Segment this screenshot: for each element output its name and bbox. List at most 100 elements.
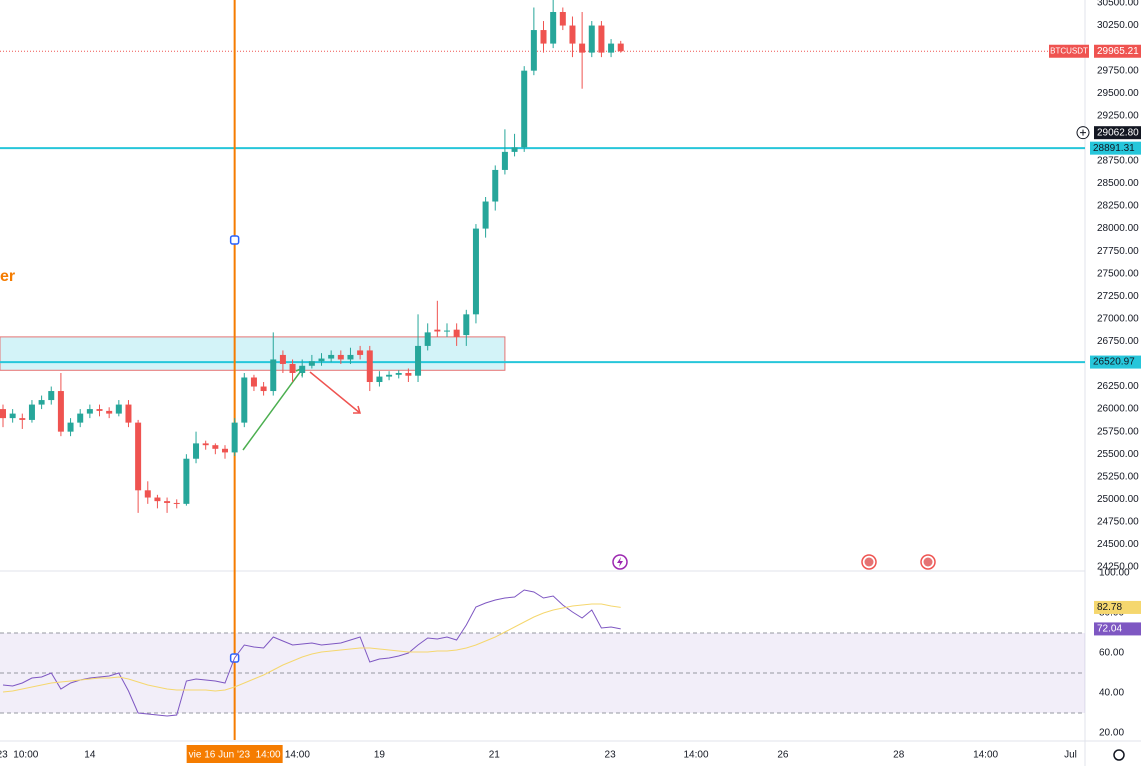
x-tick-label: 14:00 <box>684 750 709 761</box>
x-tick-label: 28 <box>893 750 905 761</box>
symbol-tag: BTCUSDT <box>1050 46 1088 55</box>
candle-body <box>241 377 248 423</box>
candle-body <box>299 365 306 373</box>
x-tick-label: 19 <box>374 750 386 761</box>
candle-body <box>250 377 257 387</box>
crosshair-price-label-bg <box>1094 126 1141 140</box>
rsi-tick-label: 40.00 <box>1099 688 1124 699</box>
candle-body <box>86 409 93 414</box>
settings-icon <box>1113 749 1125 761</box>
candle-body <box>28 404 35 420</box>
y-tick-label: 29750.00 <box>1097 65 1139 76</box>
candle-body <box>492 169 499 202</box>
x-tick-label: 14:00 <box>285 750 310 761</box>
y-tick-label: 25250.00 <box>1097 471 1139 482</box>
candle-body <box>183 458 190 504</box>
y-tick-label: 24250.00 <box>1097 562 1139 573</box>
level-label-bg <box>1090 355 1141 369</box>
candle-body <box>279 354 286 364</box>
candle-body <box>472 228 479 315</box>
candle-body <box>38 400 45 405</box>
rsi-tick-label: 20.00 <box>1099 728 1124 739</box>
candle-body <box>434 329 441 332</box>
x-tick-label: 14:00 <box>973 750 998 761</box>
candle-body <box>357 350 364 355</box>
y-tick-label: 29500.00 <box>1097 88 1139 99</box>
candle-body <box>569 25 576 44</box>
candle-body <box>395 372 402 375</box>
candle-body <box>221 448 228 453</box>
candle-body <box>376 376 383 383</box>
candle-body <box>337 354 344 360</box>
candle-body <box>260 386 267 392</box>
candle-body <box>453 329 460 337</box>
rsi-value-label: 82.78 <box>1097 602 1122 613</box>
candle-body <box>96 409 103 411</box>
y-tick-label: 25000.00 <box>1097 494 1139 505</box>
candle-body <box>77 413 84 423</box>
annotation: er <box>0 268 15 285</box>
y-tick-label: 28000.00 <box>1097 223 1139 234</box>
y-tick-label: 28750.00 <box>1097 156 1139 167</box>
candle-body <box>463 314 470 336</box>
candle-body <box>405 372 412 376</box>
candle-body <box>106 410 113 414</box>
candle-body <box>617 43 624 52</box>
y-tick-label: 30250.00 <box>1097 20 1139 31</box>
candle-body <box>482 201 489 229</box>
candle-body <box>530 30 537 71</box>
candle-body <box>550 12 557 44</box>
last-price-label-bg <box>1094 44 1141 58</box>
line-handle <box>229 235 240 245</box>
crosshair-time-label: vie 16 Jun '23 14:00 <box>189 750 281 761</box>
candle-body <box>588 25 595 53</box>
candle-body <box>67 422 74 432</box>
y-tick-label: 27750.00 <box>1097 246 1139 257</box>
y-tick-label: 26250.00 <box>1097 381 1139 392</box>
candle-body <box>559 12 566 26</box>
candle-body <box>115 404 122 414</box>
candle-body <box>424 332 431 346</box>
y-tick-label: 30500.00 <box>1097 0 1139 9</box>
candle-body <box>0 409 6 419</box>
crosshair-time-bg <box>186 745 283 763</box>
rsi-tick-label: 60.00 <box>1099 648 1124 659</box>
candle-body <box>521 70 528 148</box>
x-tick-label: Jul <box>1064 750 1077 761</box>
candle-body <box>144 490 151 498</box>
y-tick-label: 24500.00 <box>1097 539 1139 550</box>
candle-body <box>154 497 161 502</box>
candle-body <box>579 43 586 53</box>
candle-body <box>347 354 354 360</box>
candle-body <box>231 422 238 453</box>
level-label-bg <box>1090 141 1141 155</box>
arrow <box>309 371 361 414</box>
candle-body <box>598 25 605 53</box>
y-tick-label: 26750.00 <box>1097 336 1139 347</box>
rsi-line <box>2 603 621 693</box>
x-tick-label: 23 <box>605 750 617 761</box>
y-tick-label: 28250.00 <box>1097 201 1139 212</box>
y-tick-label: 26000.00 <box>1097 404 1139 415</box>
candle-body <box>19 418 26 420</box>
y-tick-label: 27500.00 <box>1097 268 1139 279</box>
y-tick-label: 29250.00 <box>1097 110 1139 121</box>
candle-body <box>386 374 393 377</box>
candle-body <box>164 501 171 503</box>
candle-body <box>57 391 64 432</box>
level-label: 26520.97 <box>1093 357 1135 368</box>
x-tick-label: 14 <box>84 750 96 761</box>
rsi-line <box>2 589 621 717</box>
last-price-label: 29965.21 <box>1097 46 1139 57</box>
event-icons <box>612 554 936 570</box>
x-tick-label: 23 10:00 <box>0 750 39 761</box>
candle-body <box>608 43 615 53</box>
level-label: 28891.31 <box>1093 143 1135 154</box>
candle-body <box>443 330 450 332</box>
y-tick-label: 24750.00 <box>1097 517 1139 528</box>
rsi-value-label-bg <box>1094 600 1141 614</box>
crosshair-price-label: 29062.80 <box>1097 127 1139 138</box>
y-tick-label: 25500.00 <box>1097 449 1139 460</box>
candle-body <box>48 391 55 401</box>
